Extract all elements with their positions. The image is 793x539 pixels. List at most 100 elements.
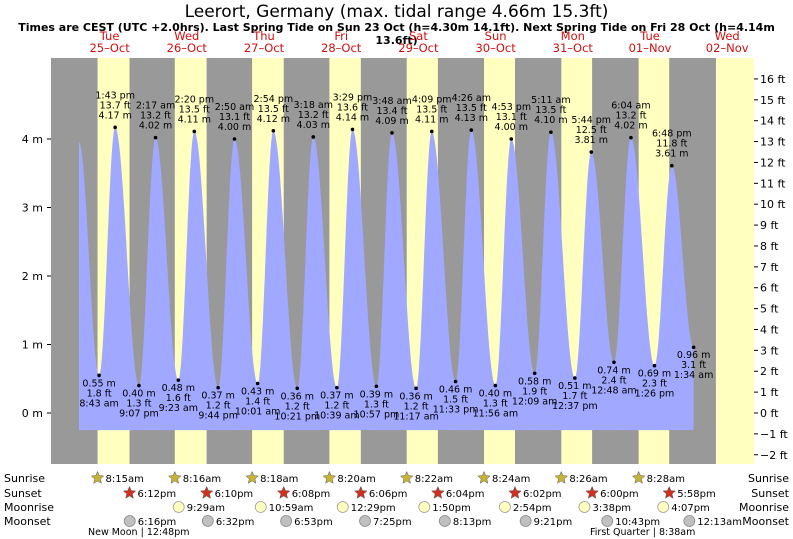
tide-point (351, 128, 355, 132)
y-tick-label-ft: 7 ft (760, 261, 779, 274)
moonset-icon (281, 516, 292, 527)
tide-point (335, 386, 339, 390)
right-axis-panel (738, 58, 754, 464)
moonset-icon (520, 516, 531, 527)
moonset-time: 7:25pm (373, 517, 412, 528)
sunrise-star-icon (323, 472, 335, 484)
y-tick-label-ft: 0 ft (760, 407, 779, 420)
moonrise-icon (419, 502, 430, 513)
row-label-moonrise: Moonrise (739, 501, 789, 514)
tide-time-label: 11:33 pm (433, 404, 479, 415)
sunrise-star-icon (91, 472, 103, 484)
row-label-moonrise: Moonrise (4, 501, 54, 514)
tide-m-label: 4.00 m (495, 122, 528, 133)
tide-point (549, 130, 553, 134)
date-label: 28–Oct (321, 41, 362, 55)
moonset-icon (360, 516, 371, 527)
tide-m-label: 3.61 m (655, 149, 688, 160)
tide-point (573, 376, 577, 380)
tide-time-label: 8:43 am (79, 398, 118, 409)
tide-point (430, 130, 434, 134)
tide-point (494, 384, 498, 388)
row-label-sunrise: Sunrise (4, 472, 45, 485)
y-tick-label-ft: 3 ft (760, 344, 779, 357)
sunrise-star-icon (555, 472, 567, 484)
tide-point (311, 135, 315, 139)
moonset-icon (202, 516, 213, 527)
sunset-time: 6:10pm (215, 489, 254, 500)
y-tick-label-ft: 1 ft (760, 386, 779, 399)
tide-m-label: 4.13 m (455, 113, 488, 124)
sunset-time: 6:08pm (292, 489, 331, 500)
tide-m-label: 4.14 m (336, 112, 369, 123)
tide-point (414, 387, 418, 391)
sunset-star-icon (278, 487, 290, 499)
tide-m-label: 4.12 m (257, 114, 290, 125)
tide-m-label: 4.02 m (614, 121, 647, 132)
date-label: 02–Nov (706, 41, 749, 55)
tide-m-label: 4.17 m (98, 110, 131, 121)
sunrise-star-icon (633, 472, 645, 484)
y-tick-label-m: 4 m (22, 133, 43, 146)
moonset-time: 12:13am (697, 517, 742, 528)
sunset-time: 6:06pm (369, 489, 408, 500)
moonset-icon (602, 516, 613, 527)
y-tick-label-ft: 15 ft (760, 94, 786, 107)
tide-point (154, 136, 158, 140)
tide-point (97, 374, 101, 378)
sunset-time: 5:58pm (677, 489, 716, 500)
daylight-band (716, 58, 738, 464)
row-label-sunset: Sunset (751, 487, 789, 500)
new-moon-note: New Moon | 12:48pm (88, 527, 190, 538)
tide-time-label: 9:44 pm (198, 411, 238, 422)
y-tick-label-ft: 5 ft (760, 303, 779, 316)
y-tick-label-ft: 4 ft (760, 323, 779, 336)
y-tick-label-m: 1 m (22, 339, 43, 352)
sunset-time: 6:12pm (138, 489, 177, 500)
tide-point (375, 384, 379, 388)
tide-time-label: 12:48 am (591, 385, 636, 396)
sunset-time: 6:04pm (446, 489, 485, 500)
y-tick-label-ft: 6 ft (760, 282, 779, 295)
moonset-time: 6:53pm (294, 517, 333, 528)
sunset-star-icon (586, 487, 598, 499)
moonrise-icon (579, 502, 590, 513)
sunset-star-icon (201, 487, 213, 499)
date-label: 27–Oct (244, 41, 285, 55)
date-label: 26–Oct (167, 41, 208, 55)
tide-point (509, 137, 513, 141)
sunrise-time: 8:28am (647, 474, 685, 485)
sunset-star-icon (355, 487, 367, 499)
tide-point (137, 384, 141, 388)
tide-point (233, 137, 237, 141)
sunrise-time: 8:20am (337, 474, 375, 485)
y-tick-label-ft: 12 ft (760, 156, 786, 169)
tide-point (216, 386, 220, 390)
sunset-time: 6:02pm (523, 489, 562, 500)
tide-m-label: 4.03 m (297, 120, 330, 131)
moonrise-time: 1:50pm (432, 503, 471, 514)
y-tick-label-ft: −2 ft (760, 449, 788, 462)
tide-point (272, 129, 276, 133)
moonrise-icon (337, 502, 348, 513)
moonset-time: 8:13pm (453, 517, 492, 528)
tide-point (653, 364, 657, 368)
tide-m-label: 4.11 m (415, 114, 448, 125)
date-label: 31–Oct (553, 41, 594, 55)
y-tick-label-m: 3 m (22, 202, 43, 215)
tide-m-label: 4.10 m (534, 115, 567, 126)
tide-point (192, 130, 196, 134)
sunset-star-icon (432, 487, 444, 499)
tide-time-label: 9:07 pm (119, 409, 159, 420)
tide-m-label: 4.02 m (139, 121, 172, 132)
y-tick-label-ft: −1 ft (760, 428, 788, 441)
tide-time-label: 12:37 pm (552, 401, 598, 412)
moonset-icon (124, 516, 135, 527)
y-tick-label-ft: 11 ft (760, 177, 786, 190)
sunset-star-icon (663, 487, 675, 499)
y-tick-label-ft: 8 ft (760, 240, 779, 253)
row-label-sunrise: Sunrise (748, 472, 789, 485)
tide-m-label: 4.09 m (375, 116, 408, 127)
moonrise-icon (658, 502, 669, 513)
